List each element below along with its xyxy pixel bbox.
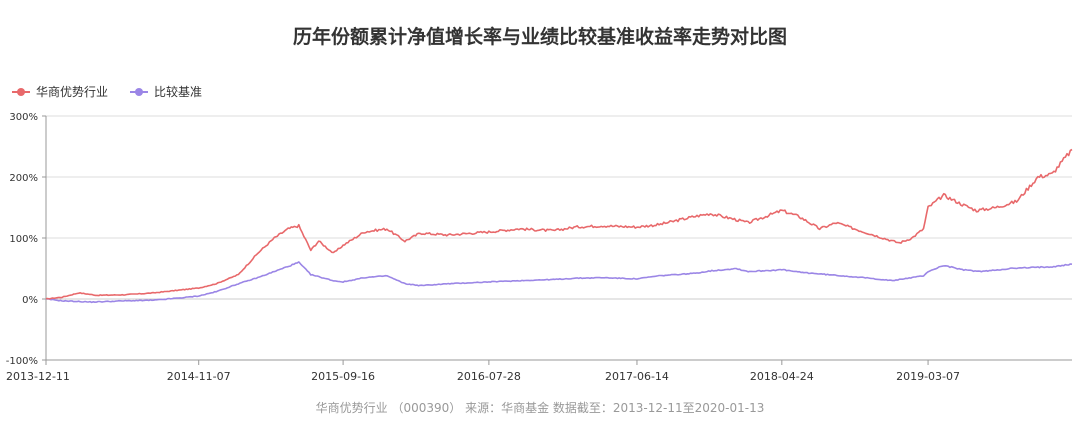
y-tick-label: 0% — [22, 295, 38, 306]
y-tick-label: -100% — [6, 356, 38, 367]
x-tick-label: 2019-03-07 — [896, 370, 960, 383]
legend-item-fund[interactable]: 华商优势行业 — [12, 83, 108, 100]
chart-title: 历年份额累计净值增长率与业绩比较基准收益率走势对比图 — [292, 26, 787, 48]
x-tick-label: 2016-07-28 — [457, 370, 521, 383]
chart-footer: 华商优势行业 （000390） 来源：华商基金 数据截至：2013-12-11至… — [315, 401, 765, 415]
legend-item-benchmark[interactable]: 比较基准 — [130, 83, 202, 100]
legend-label-fund: 华商优势行业 — [36, 85, 109, 99]
x-tick-label: 2015-09-16 — [311, 370, 375, 383]
x-tick-label: 2013-12-11 — [6, 370, 70, 383]
x-tick-label: 2018-04-24 — [750, 370, 814, 383]
legend-label-benchmark: 比较基准 — [154, 85, 203, 99]
series-line-fund — [45, 148, 1073, 300]
x-tick-label: 2014-11-07 — [167, 370, 231, 383]
series-line-benchmark — [45, 261, 1073, 304]
legend-marker-benchmark-icon — [130, 86, 149, 98]
legend-marker-fund-icon — [12, 86, 30, 98]
y-tick-label: 100% — [9, 234, 38, 245]
x-tick-label: 2017-06-14 — [605, 370, 669, 383]
y-tick-label: 300% — [9, 112, 38, 123]
y-tick-label: 200% — [9, 173, 38, 184]
legend: 华商优势行业 比较基准 — [12, 83, 202, 100]
